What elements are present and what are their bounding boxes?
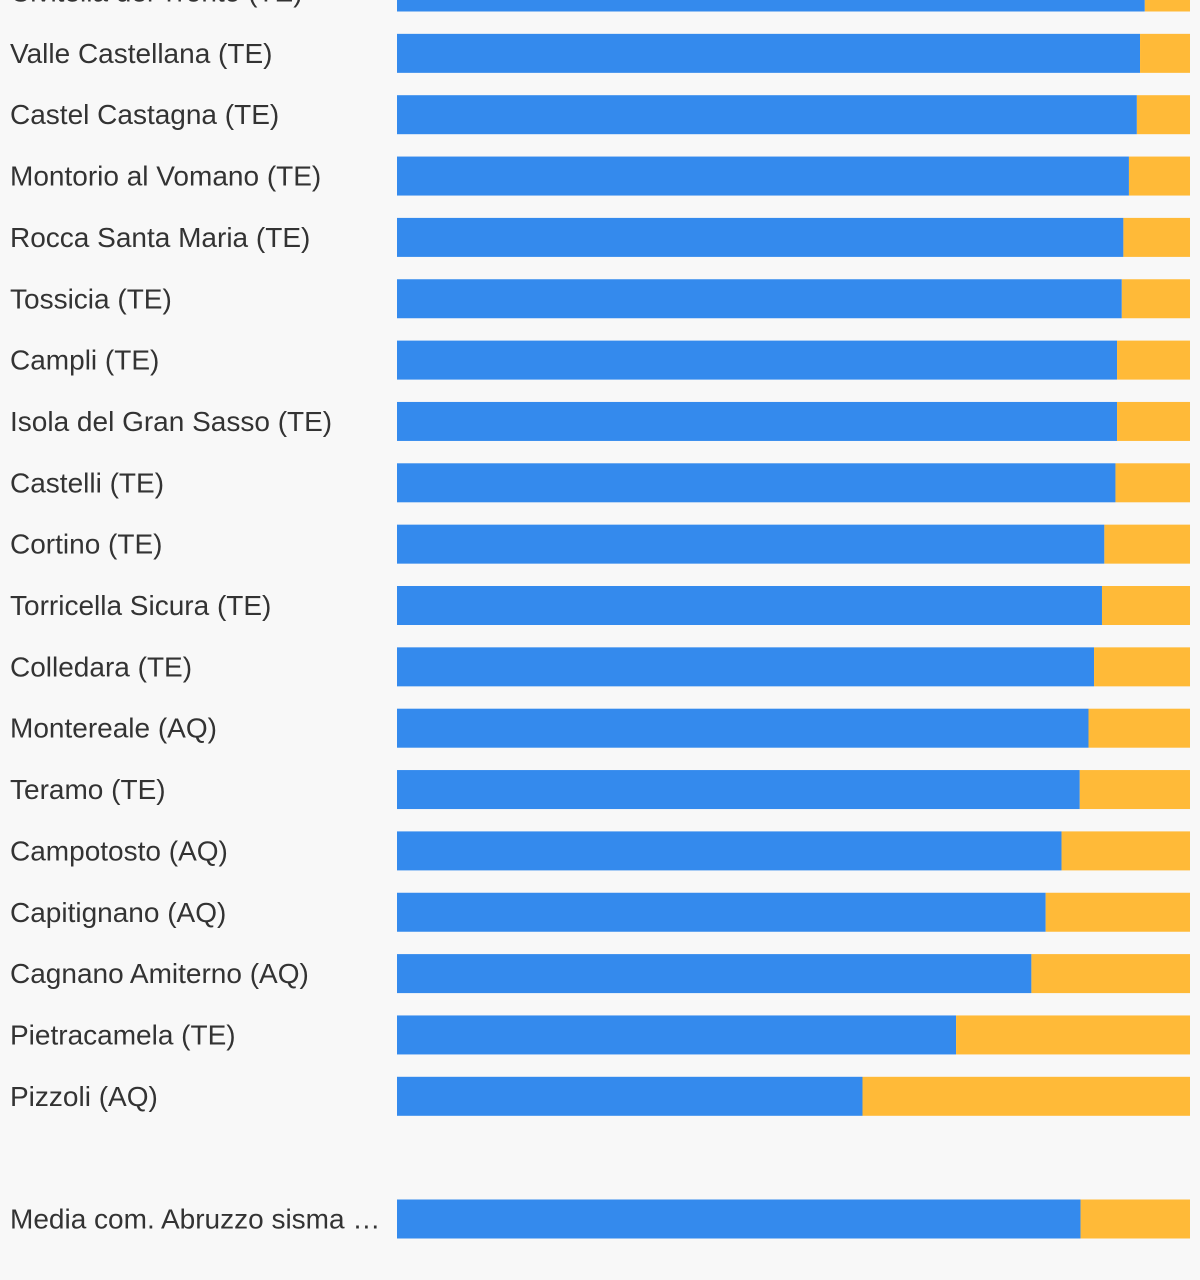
category-labels-group: Civitella del Tronto (TE) Valle Castellan…	[10, 0, 380, 1235]
category-label-cortino-te: Cortino (TE)	[10, 529, 162, 560]
category-label-montereale-aq: Montereale (AQ)	[10, 713, 217, 744]
category-label-montorio-al-vomano-te: Montorio al Vomano (TE)	[10, 161, 321, 192]
bar-segment-1-isola-del-gran-sasso-te[interactable]	[397, 401, 1118, 441]
bar-segment-1-castel-castagna-te[interactable]	[397, 95, 1137, 135]
category-label-torricella-sicura-te: Torricella Sicura (TE)	[10, 590, 271, 621]
category-label-pizzoli-aq: Pizzoli (AQ)	[10, 1081, 158, 1112]
bar-segment-2-teramo-te[interactable]	[1079, 770, 1190, 810]
bar-segment-2-capitignano-aq[interactable]	[1045, 892, 1190, 932]
bar-segment-1-pietracamela-te[interactable]	[397, 1015, 957, 1055]
bar-segment-2-castelli-te[interactable]	[1115, 463, 1190, 503]
bar-segment-1-campotosto-aq[interactable]	[397, 831, 1062, 871]
bar-segment-2-torricella-sicura-te[interactable]	[1101, 586, 1190, 625]
category-label-rocca-santa-maria-te: Rocca Santa Maria (TE)	[10, 222, 310, 253]
bar-segment-1-civitella-del-tronto-te[interactable]	[397, 0, 1145, 12]
bar-segment-1-cortino-te[interactable]	[397, 524, 1105, 564]
category-label-castelli-te: Castelli (TE)	[10, 467, 164, 498]
bars-group	[397, 0, 1190, 1239]
bar-segment-2-civitella-del-tronto-te[interactable]	[1144, 0, 1190, 12]
bar-segment-2-colledara-te[interactable]	[1094, 647, 1190, 687]
bar-segment-1-castelli-te[interactable]	[397, 463, 1116, 503]
bar-segment-1-montereale-aq[interactable]	[397, 708, 1089, 748]
bar-segment-2-pietracamela-te[interactable]	[956, 1015, 1190, 1055]
category-label-media-com-abruzzo-sisma: Media com. Abruzzo sisma …	[10, 1204, 380, 1235]
bar-segment-1-media-com-abruzzo-sisma[interactable]	[397, 1199, 1081, 1239]
bar-segment-1-rocca-santa-maria-te[interactable]	[397, 217, 1124, 257]
bar-segment-2-castel-castagna-te[interactable]	[1136, 95, 1190, 135]
bar-segment-1-capitignano-aq[interactable]	[397, 892, 1046, 932]
category-label-valle-castellana-te: Valle Castellana (TE)	[10, 38, 272, 69]
bar-segment-1-pizzoli-aq[interactable]	[397, 1076, 863, 1116]
category-label-tossicia-te: Tossicia (TE)	[10, 283, 172, 314]
category-label-colledara-te: Colledara (TE)	[10, 651, 192, 682]
bar-segment-1-valle-castellana-te[interactable]	[397, 33, 1141, 73]
bar-segment-1-tossicia-te[interactable]	[397, 279, 1122, 319]
category-label-civitella-del-tronto-te: Civitella del Tronto (TE)	[10, 0, 303, 8]
bar-segment-2-montereale-aq[interactable]	[1088, 708, 1190, 748]
category-label-pietracamela-te: Pietracamela (TE)	[10, 1019, 236, 1050]
category-label-campli-te: Campli (TE)	[10, 345, 159, 376]
bar-segment-2-campotosto-aq[interactable]	[1061, 831, 1190, 871]
bar-segment-2-cagnano-amiterno-aq[interactable]	[1031, 954, 1190, 994]
category-label-campotosto-aq: Campotosto (AQ)	[10, 835, 228, 866]
category-label-castel-castagna-te: Castel Castagna (TE)	[10, 99, 279, 130]
bar-segment-2-tossicia-te[interactable]	[1121, 279, 1190, 319]
category-label-teramo-te: Teramo (TE)	[10, 774, 166, 805]
category-label-isola-del-gran-sasso-te: Isola del Gran Sasso (TE)	[10, 406, 332, 437]
bar-segment-1-montorio-al-vomano-te[interactable]	[397, 156, 1129, 196]
bar-segment-1-teramo-te[interactable]	[397, 770, 1080, 810]
category-label-capitignano-aq: Capitignano (AQ)	[10, 897, 226, 928]
bar-segment-2-campli-te[interactable]	[1117, 340, 1190, 380]
bar-segment-1-cagnano-amiterno-aq[interactable]	[397, 954, 1032, 994]
bar-segment-2-rocca-santa-maria-te[interactable]	[1123, 217, 1190, 257]
bar-segment-2-montorio-al-vomano-te[interactable]	[1128, 156, 1190, 196]
bar-segment-2-valle-castellana-te[interactable]	[1140, 33, 1190, 73]
bar-segment-2-isola-del-gran-sasso-te[interactable]	[1117, 401, 1190, 441]
bar-segment-2-media-com-abruzzo-sisma[interactable]	[1080, 1199, 1190, 1239]
bar-segment-2-pizzoli-aq[interactable]	[862, 1076, 1190, 1116]
bar-segment-1-torricella-sicura-te[interactable]	[397, 586, 1102, 625]
bar-segment-1-colledara-te[interactable]	[397, 647, 1095, 687]
bar-segment-1-campli-te[interactable]	[397, 340, 1118, 380]
bar-segment-2-cortino-te[interactable]	[1104, 524, 1190, 564]
category-label-cagnano-amiterno-aq: Cagnano Amiterno (AQ)	[10, 958, 309, 989]
